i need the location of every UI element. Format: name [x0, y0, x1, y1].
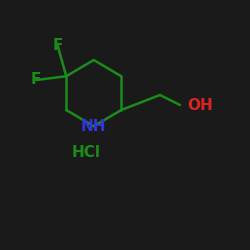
Text: HCl: HCl: [72, 145, 101, 160]
Text: F: F: [31, 72, 42, 88]
Text: NH: NH: [81, 119, 106, 134]
Text: OH: OH: [188, 98, 213, 112]
Text: F: F: [52, 38, 63, 52]
